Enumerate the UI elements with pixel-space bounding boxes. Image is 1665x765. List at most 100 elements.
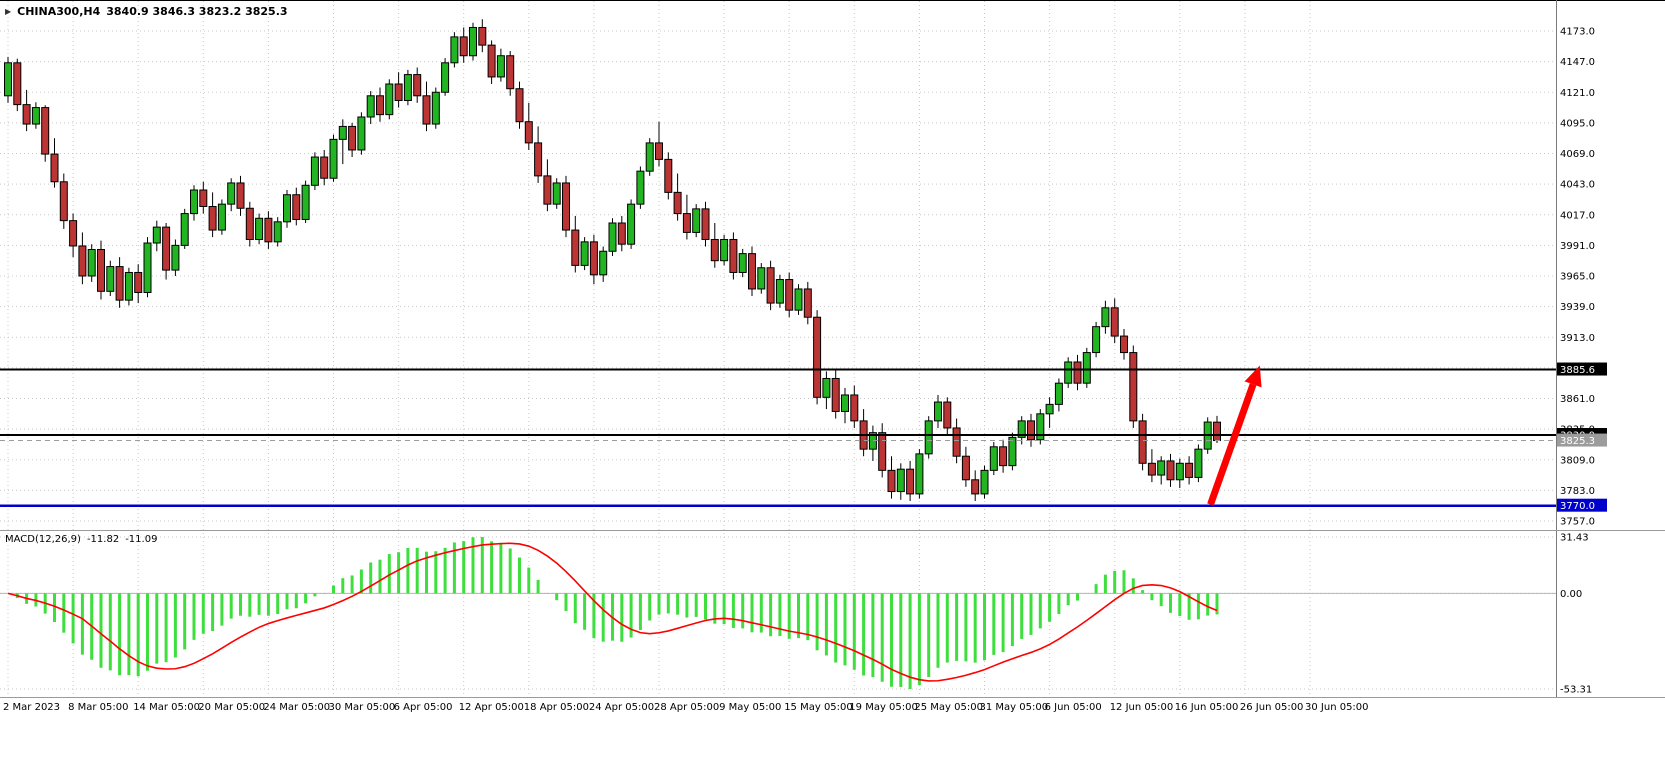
candle [664,158,673,193]
price-tick-label: 3913.0 [1560,333,1595,344]
candle [1110,307,1119,337]
price-tag [1557,433,1607,447]
candle [831,377,840,412]
symbol-ohlc-header: ▶ CHINA300,H4 3840.9 3846.3 3823.2 3825.… [5,5,288,18]
price-tick-label: 3965.0 [1560,272,1595,283]
candle [952,427,961,457]
time-tick-label: 19 May 05:00 [849,702,918,713]
candle [738,253,747,273]
candle [980,469,989,495]
trend-arrow[interactable] [1207,365,1262,506]
time-tick-label: 30 Jun 05:00 [1305,702,1369,713]
candle [971,479,980,495]
macd-tick-label: -53.31 [1560,685,1592,696]
time-tick-label: 14 Mar 05:00 [133,702,200,713]
candle [915,453,924,495]
macd-axis[interactable]: 31.43 0.00 -53.31 [1560,533,1592,696]
symbol-marker-icon: ▶ [5,7,12,16]
candles-series [4,19,1221,501]
candle [97,248,105,292]
macd-value-signal: -11.09 [125,534,158,545]
candle [59,181,68,222]
candle [338,125,347,140]
time-tick-label: 9 May 05:00 [719,702,781,713]
candle [822,377,831,398]
candle [803,288,812,318]
candle [255,217,264,240]
price-tag-label: 3885.6 [1560,365,1595,376]
price-tag-label: 3770.0 [1560,501,1595,512]
candle [608,222,617,252]
candle [106,266,115,292]
candle [143,242,152,293]
price-tick-label: 4043.0 [1560,180,1595,191]
candle [162,226,171,271]
candle [580,241,589,266]
candle [673,191,682,215]
candle [1073,361,1082,384]
candle [682,213,691,233]
candle [292,194,301,220]
macd-signal-line [7,542,1218,682]
time-tick-label: 24 Apr 05:00 [589,702,654,713]
price-tick-label: 4147.0 [1560,57,1595,68]
candle [152,226,161,244]
candle [320,156,329,179]
price-tag [1557,362,1607,376]
candle [748,253,756,290]
candle [543,175,552,205]
candle [906,468,915,495]
time-tick-label: 31 May 05:00 [980,702,1049,713]
price-tag [1557,498,1607,512]
candle [506,55,515,90]
time-tick-label: 2 Mar 2023 [3,702,60,713]
macd-tick-label: 0.00 [1560,589,1582,600]
time-tick-label: 12 Apr 05:00 [459,702,524,713]
candle [329,138,338,179]
candle [589,241,598,276]
candle [217,203,226,231]
candle [208,206,217,231]
candle [571,229,580,266]
candle [431,91,440,125]
time-tick-label: 8 Mar 05:00 [68,702,128,713]
candle [775,279,784,304]
candle [878,432,887,471]
candle [199,189,208,208]
candle [50,153,59,183]
candle [729,238,738,273]
candle [264,217,273,243]
price-tick-label: 3783.0 [1560,486,1595,497]
candle [710,238,719,262]
candle [627,203,636,245]
candle [310,156,319,186]
candle [841,394,849,412]
macd-value-main: -11.82 [86,534,120,545]
candle [78,245,87,277]
candle [1213,421,1221,442]
candle [562,182,570,231]
candle [385,83,394,116]
candle [394,83,403,101]
candle [692,208,701,233]
time-tick-label: 28 Apr 05:00 [654,702,719,713]
price-tick-label: 4121.0 [1560,88,1595,99]
candle [850,394,859,422]
price-tick-label: 4017.0 [1560,210,1595,221]
candle [1092,326,1101,354]
candle [22,104,31,125]
candle [1175,462,1184,481]
candle [999,446,1008,467]
macd-histogram [15,537,1219,689]
candle [180,213,189,246]
candle [245,207,254,240]
price-axis[interactable]: 4173.0 4147.0 4121.0 4095.0 4069.0 4043.0 4017… [1560,27,1595,528]
candle [87,248,96,277]
candle [459,36,468,57]
candle [1017,420,1026,438]
macd-name: MACD(12,26,9) [5,534,81,545]
candle [171,244,180,271]
